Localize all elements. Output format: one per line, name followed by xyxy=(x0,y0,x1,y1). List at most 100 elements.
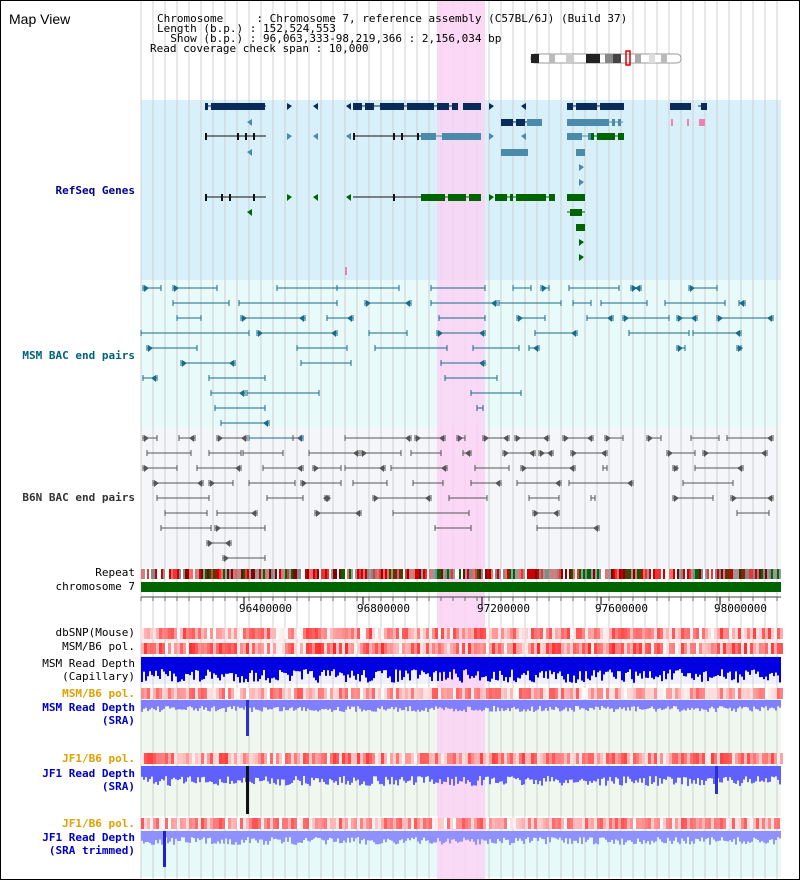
heat-cell xyxy=(666,643,669,654)
track-label-repeat[interactable]: Repeat xyxy=(95,566,135,579)
depth-bar xyxy=(537,831,539,841)
heat-cell xyxy=(774,628,777,639)
depth-bar xyxy=(189,766,191,777)
depth-bar xyxy=(627,657,629,672)
depth-bar xyxy=(173,766,175,778)
depth-bar xyxy=(509,766,511,778)
gene-arrow xyxy=(287,103,292,110)
depth-bar xyxy=(423,766,425,783)
depth-bar xyxy=(481,766,483,786)
depth-bar xyxy=(455,700,457,710)
track-label-msm-b6-pol-2[interactable]: MSM/B6 pol. xyxy=(62,687,135,700)
depth-bar xyxy=(667,766,669,777)
heat-cell xyxy=(438,628,441,639)
heat-cell xyxy=(723,818,726,829)
depth-bar xyxy=(701,831,703,838)
depth-bar xyxy=(759,766,761,782)
heat-cell xyxy=(576,643,579,654)
track-label-jf1-depth-sra-1[interactable]: JF1 Read Depth xyxy=(42,767,135,780)
depth-bar xyxy=(261,831,263,840)
gene-exon xyxy=(443,103,446,110)
depth-bar xyxy=(641,766,643,783)
depth-bar xyxy=(677,766,679,778)
heat-cell xyxy=(519,818,522,829)
depth-bar xyxy=(773,831,775,845)
depth-bar xyxy=(779,700,781,708)
gene-exon xyxy=(579,119,582,126)
depth-bar xyxy=(661,831,663,842)
repeat-element xyxy=(339,569,341,579)
depth-bar xyxy=(215,657,217,675)
depth-bar xyxy=(611,700,613,709)
heat-cell xyxy=(189,688,192,699)
repeat-element xyxy=(515,569,517,579)
repeat-track[interactable] xyxy=(141,569,781,579)
msm-bac-track[interactable] xyxy=(140,285,774,442)
depth-bar xyxy=(433,657,435,673)
gene-exon xyxy=(356,103,359,110)
repeat-element xyxy=(461,569,463,579)
heat-cell xyxy=(249,818,252,829)
b6n-bac-track[interactable] xyxy=(142,435,774,562)
depth-bar xyxy=(547,700,549,711)
track-label-msm-b6-pol-1[interactable]: MSM/B6 pol. xyxy=(62,640,135,653)
depth-bar xyxy=(203,831,205,838)
depth-bar xyxy=(569,831,571,839)
heat-cell xyxy=(357,818,360,829)
refseq-genes-track[interactable] xyxy=(205,103,707,275)
track-label-msm-depth-cap-1[interactable]: MSM Read Depth xyxy=(42,657,135,670)
heat-cell xyxy=(633,643,636,654)
show-range-info: Show (b.p.) : 96,063,333-98,219,366 : 2,… xyxy=(157,33,501,44)
track-label-refseq[interactable]: RefSeq Genes xyxy=(55,184,135,197)
length-info: Length (b.p.) : 152,524,553 xyxy=(157,23,336,34)
depth-bar xyxy=(499,700,501,712)
depth-bar xyxy=(743,831,745,842)
chromosome-bar[interactable] xyxy=(141,582,781,592)
depth-bar xyxy=(375,700,377,712)
track-label-msm-bac[interactable]: MSM BAC end pairs xyxy=(22,349,135,362)
depth-spike xyxy=(246,766,249,814)
depth-bar xyxy=(395,700,397,708)
repeat-element xyxy=(715,569,717,579)
repeat-element xyxy=(745,569,747,579)
track-label-jf1-depth-trim-1[interactable]: JF1 Read Depth xyxy=(42,831,135,844)
heat-cell xyxy=(249,643,252,654)
heat-cell xyxy=(585,643,588,654)
depth-bar xyxy=(365,831,367,845)
heat-cell xyxy=(747,753,750,764)
depth-bar xyxy=(169,700,171,709)
repeat-element xyxy=(273,569,275,579)
heat-cell xyxy=(423,643,426,654)
heat-cell xyxy=(186,643,189,654)
depth-bar xyxy=(551,657,553,675)
depth-bar xyxy=(599,766,601,786)
track-label-b6n-bac[interactable]: B6N BAC end pairs xyxy=(22,491,135,504)
gene-exon xyxy=(510,119,513,126)
depth-bar xyxy=(593,700,595,710)
repeat-element xyxy=(779,569,781,579)
heat-cell xyxy=(576,753,579,764)
heat-cell xyxy=(690,688,693,699)
track-label-jf1-b6-pol-1[interactable]: JF1/B6 pol. xyxy=(62,752,135,765)
b6n-bac-arrow xyxy=(484,435,489,442)
heat-cell xyxy=(171,628,174,639)
track-label-msm-depth-sra-1[interactable]: MSM Read Depth xyxy=(42,701,135,714)
heat-cell xyxy=(327,688,330,699)
depth-bar xyxy=(693,700,695,710)
depth-bar xyxy=(523,831,525,845)
depth-bar xyxy=(681,657,683,673)
depth-bar xyxy=(237,831,239,845)
track-label-jf1-b6-pol-2[interactable]: JF1/B6 pol. xyxy=(62,817,135,830)
heat-cell xyxy=(630,643,633,654)
track-label-dbsnp[interactable]: dbSNP(Mouse) xyxy=(55,626,135,639)
heat-cell xyxy=(606,753,609,764)
heat-cell xyxy=(579,818,582,829)
depth-bar xyxy=(231,766,233,781)
depth-bar xyxy=(527,766,529,778)
heat-cell xyxy=(483,688,486,699)
heat-cell xyxy=(468,688,471,699)
depth-bar xyxy=(629,700,631,711)
heat-cell xyxy=(705,688,708,699)
depth-bar xyxy=(501,657,503,675)
depth-bar xyxy=(535,766,537,780)
